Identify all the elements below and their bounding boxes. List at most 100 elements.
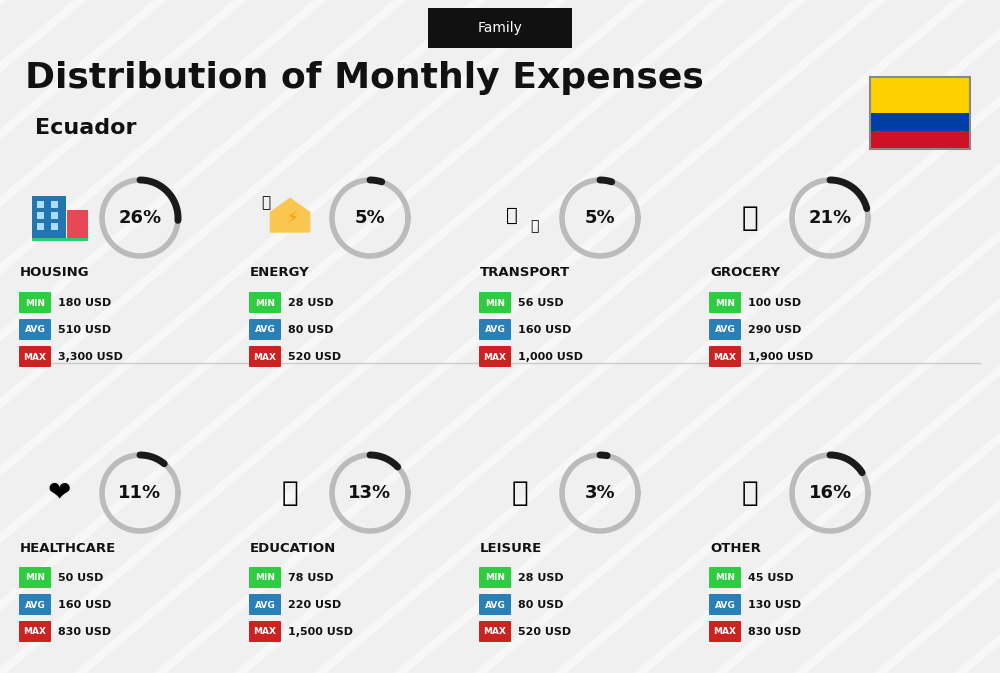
- FancyBboxPatch shape: [249, 567, 281, 588]
- Text: LEISURE: LEISURE: [480, 542, 542, 555]
- FancyBboxPatch shape: [51, 212, 58, 219]
- Text: AVG: AVG: [255, 600, 275, 610]
- FancyBboxPatch shape: [249, 594, 281, 615]
- Text: 510 USD: 510 USD: [58, 325, 111, 335]
- Text: AVG: AVG: [25, 326, 45, 334]
- Text: MAX: MAX: [254, 353, 276, 361]
- Text: MIN: MIN: [715, 573, 735, 583]
- Text: 👜: 👜: [742, 479, 758, 507]
- Text: HEALTHCARE: HEALTHCARE: [20, 542, 116, 555]
- Text: TRANSPORT: TRANSPORT: [480, 267, 570, 279]
- FancyBboxPatch shape: [709, 567, 741, 588]
- FancyBboxPatch shape: [709, 346, 741, 367]
- FancyBboxPatch shape: [479, 319, 511, 340]
- Text: 180 USD: 180 USD: [58, 298, 111, 308]
- Text: 🚌: 🚌: [506, 206, 517, 225]
- Text: 1,900 USD: 1,900 USD: [748, 352, 813, 362]
- FancyBboxPatch shape: [479, 346, 511, 367]
- Text: 520 USD: 520 USD: [518, 627, 571, 637]
- FancyBboxPatch shape: [709, 292, 741, 313]
- Text: AVG: AVG: [715, 326, 735, 334]
- Text: Ecuador: Ecuador: [35, 118, 136, 138]
- Text: 3%: 3%: [585, 484, 615, 502]
- Text: 11%: 11%: [118, 484, 162, 502]
- FancyBboxPatch shape: [249, 346, 281, 367]
- FancyBboxPatch shape: [870, 131, 970, 149]
- Text: GROCERY: GROCERY: [710, 267, 780, 279]
- Text: 130 USD: 130 USD: [748, 600, 801, 610]
- FancyBboxPatch shape: [32, 196, 66, 240]
- Text: 3,300 USD: 3,300 USD: [58, 352, 123, 362]
- Text: AVG: AVG: [485, 600, 505, 610]
- Text: MAX: MAX: [714, 627, 737, 637]
- Text: MIN: MIN: [715, 299, 735, 308]
- Text: 80 USD: 80 USD: [518, 600, 564, 610]
- FancyBboxPatch shape: [479, 621, 511, 642]
- FancyBboxPatch shape: [709, 319, 741, 340]
- Text: 830 USD: 830 USD: [58, 627, 111, 637]
- Text: AVG: AVG: [255, 326, 275, 334]
- Text: 1,000 USD: 1,000 USD: [518, 352, 583, 362]
- FancyBboxPatch shape: [709, 594, 741, 615]
- FancyBboxPatch shape: [709, 621, 741, 642]
- Text: 21%: 21%: [808, 209, 852, 227]
- Text: 80 USD: 80 USD: [288, 325, 334, 335]
- FancyBboxPatch shape: [249, 292, 281, 313]
- FancyBboxPatch shape: [51, 201, 58, 207]
- Text: 5%: 5%: [355, 209, 385, 227]
- Text: EDUCATION: EDUCATION: [250, 542, 336, 555]
- Text: OTHER: OTHER: [710, 542, 761, 555]
- FancyBboxPatch shape: [37, 223, 44, 230]
- FancyBboxPatch shape: [51, 223, 58, 230]
- Text: 13%: 13%: [348, 484, 392, 502]
- FancyBboxPatch shape: [870, 113, 970, 131]
- Text: AVG: AVG: [715, 600, 735, 610]
- FancyBboxPatch shape: [19, 621, 51, 642]
- FancyBboxPatch shape: [19, 346, 51, 367]
- FancyBboxPatch shape: [479, 594, 511, 615]
- Text: AVG: AVG: [25, 600, 45, 610]
- Text: 45 USD: 45 USD: [748, 573, 794, 583]
- Text: 28 USD: 28 USD: [518, 573, 564, 583]
- Text: 5%: 5%: [585, 209, 615, 227]
- FancyBboxPatch shape: [479, 567, 511, 588]
- FancyBboxPatch shape: [37, 212, 44, 219]
- FancyBboxPatch shape: [870, 77, 970, 113]
- Text: 🚗: 🚗: [530, 219, 538, 234]
- Text: ⚡: ⚡: [286, 209, 298, 227]
- Text: 290 USD: 290 USD: [748, 325, 801, 335]
- Text: 220 USD: 220 USD: [288, 600, 341, 610]
- FancyBboxPatch shape: [19, 567, 51, 588]
- Text: MAX: MAX: [24, 353, 47, 361]
- FancyBboxPatch shape: [249, 319, 281, 340]
- Text: 16%: 16%: [808, 484, 852, 502]
- Text: 830 USD: 830 USD: [748, 627, 801, 637]
- FancyBboxPatch shape: [19, 319, 51, 340]
- Polygon shape: [270, 199, 310, 232]
- FancyBboxPatch shape: [37, 201, 44, 207]
- Text: 100 USD: 100 USD: [748, 298, 801, 308]
- FancyBboxPatch shape: [19, 594, 51, 615]
- Text: 160 USD: 160 USD: [518, 325, 571, 335]
- Text: Family: Family: [478, 21, 522, 35]
- Text: AVG: AVG: [485, 326, 505, 334]
- Text: 🛒: 🛒: [742, 204, 758, 232]
- Text: MIN: MIN: [255, 573, 275, 583]
- Text: MIN: MIN: [25, 299, 45, 308]
- Text: MAX: MAX: [24, 627, 47, 637]
- Text: MIN: MIN: [485, 299, 505, 308]
- Text: MAX: MAX: [254, 627, 276, 637]
- Text: 🛍️: 🛍️: [512, 479, 528, 507]
- Text: MIN: MIN: [25, 573, 45, 583]
- Text: ENERGY: ENERGY: [250, 267, 310, 279]
- Text: 🔌: 🔌: [262, 195, 271, 210]
- Text: 🎓: 🎓: [282, 479, 298, 507]
- Text: MIN: MIN: [255, 299, 275, 308]
- FancyBboxPatch shape: [249, 621, 281, 642]
- FancyBboxPatch shape: [19, 292, 51, 313]
- Text: ❤️: ❤️: [48, 479, 72, 507]
- Text: 50 USD: 50 USD: [58, 573, 103, 583]
- FancyBboxPatch shape: [479, 292, 511, 313]
- Text: 26%: 26%: [118, 209, 162, 227]
- Text: MAX: MAX: [484, 627, 507, 637]
